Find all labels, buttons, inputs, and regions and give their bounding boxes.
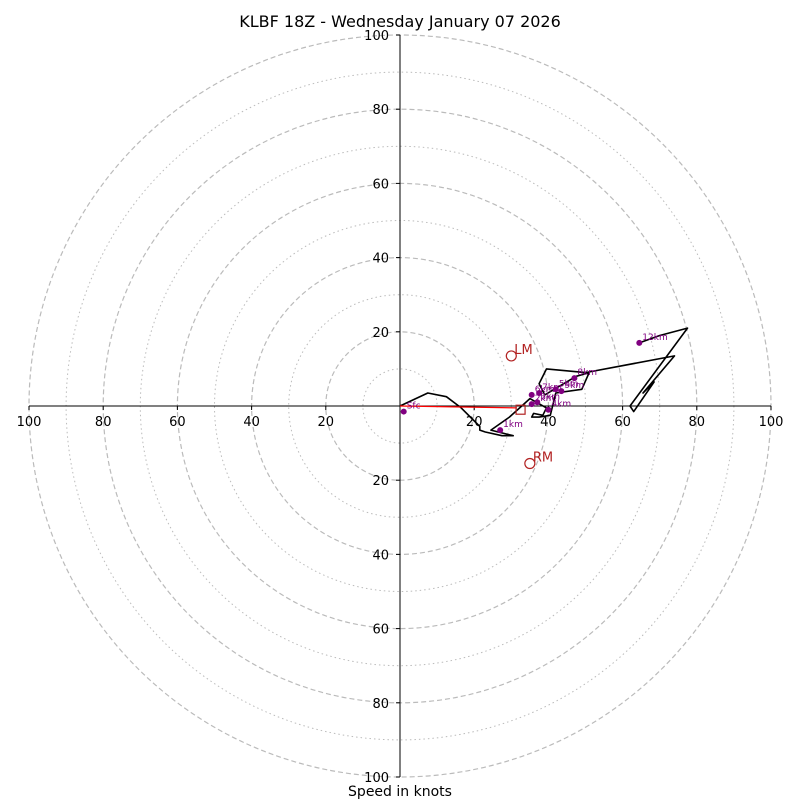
storm-motion-label-lm: LM: [514, 343, 532, 358]
y-tick-label: 80: [372, 103, 389, 118]
x-tick-label: 40: [540, 415, 557, 430]
storm-motion-lm: [505, 350, 517, 362]
hodograph-line: [399, 327, 689, 437]
y-tick-label: 20: [372, 474, 389, 489]
height-label-4km: 4km: [551, 400, 571, 410]
height-label-1km: 1km: [503, 420, 523, 430]
y-tick-label: 100: [364, 29, 389, 44]
height-point-2km: [528, 401, 535, 408]
tick-labels: 100 80 60 40 20 20 40 60 80 100 100 80 60 40 20 20 40 60 8…: [17, 29, 784, 786]
y-tick-label: 100: [364, 771, 389, 786]
height-point-4km: [545, 406, 552, 413]
x-tick-label: 60: [169, 415, 186, 430]
height-label-2km: 2km: [535, 394, 555, 404]
x-tick-label: 100: [759, 415, 784, 430]
height-point-9km: [558, 388, 565, 395]
y-tick-label: 20: [372, 326, 389, 341]
x-tick-label: 20: [318, 415, 335, 430]
storm-motion-rm: [524, 457, 536, 470]
height-point-Sfc: [400, 408, 407, 415]
y-tick-label: 80: [372, 697, 389, 712]
height-label-3km: 3km: [540, 392, 560, 402]
height-point-6km: [528, 391, 535, 398]
x-tick-label: 60: [614, 415, 631, 430]
height-label-9km: 9km: [564, 381, 584, 391]
height-point-12km: [636, 339, 643, 346]
height-point-1km: [497, 427, 504, 434]
shear-vector-line: [399, 405, 517, 409]
y-tick-label: 40: [372, 252, 389, 267]
height-label-8km: 8km: [577, 368, 597, 378]
x-tick-label: 40: [243, 415, 260, 430]
height-point-5km: [552, 386, 559, 393]
height-point-3km: [534, 399, 541, 406]
y-tick-label: 40: [372, 548, 389, 563]
chart-title: KLBF 18Z - Wednesday January 07 2026: [239, 12, 561, 31]
y-tick-label: 60: [372, 623, 389, 638]
height-label-6km: 6km: [535, 385, 555, 395]
height-point-7km: [536, 390, 543, 397]
x-axis-label: Speed in knots: [348, 784, 452, 800]
height-label-Sfc: Sfc: [407, 402, 421, 412]
height-label-7km: 7km: [542, 383, 562, 393]
x-tick-label: 20: [466, 415, 483, 430]
height-label-5km: 5km: [559, 379, 579, 389]
height-point-8km: [571, 375, 578, 382]
mean-wind-marker: [515, 404, 526, 415]
height-label-12km: 12km: [642, 333, 667, 343]
x-tick-label: 80: [95, 415, 112, 430]
storm-motion-label-rm: RM: [533, 451, 553, 466]
y-tick-label: 60: [372, 177, 389, 192]
x-tick-label: 100: [17, 415, 42, 430]
x-tick-label: 80: [689, 415, 706, 430]
